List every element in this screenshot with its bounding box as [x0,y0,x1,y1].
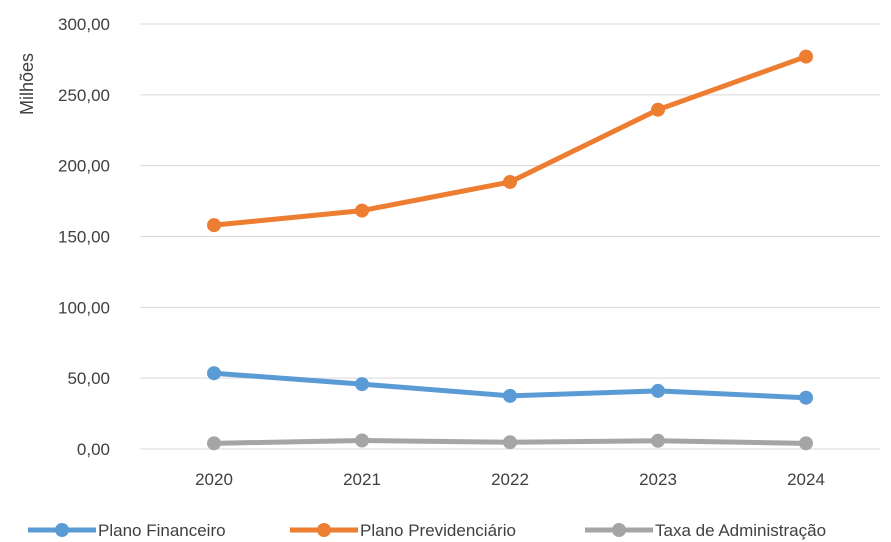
legend-label: Plano Financeiro [98,521,226,540]
legend-item: Plano Previdenciário [290,521,516,540]
data-point [207,366,221,381]
gridlines [140,23,880,450]
y-tick-label: 150,00 [58,228,110,247]
x-tick-label: 2020 [195,470,233,489]
x-axis: 2020 2021 2022 2023 2024 [195,470,825,489]
data-point [799,436,813,451]
legend-swatch-marker [55,523,69,537]
x-tick-label: 2023 [639,470,677,489]
legend-item: Plano Financeiro [28,521,226,540]
y-tick-label: 200,00 [58,157,110,176]
series-group [207,49,813,451]
data-point [503,174,517,189]
series [207,366,813,405]
data-point [207,218,221,233]
data-point [355,203,369,218]
legend-label: Taxa de Administração [655,521,826,540]
series [207,49,813,233]
data-point [799,390,813,405]
data-point [207,436,221,451]
data-point [355,377,369,392]
y-axis: 0,00 50,00 100,00 150,00 200,00 250,00 300,00 [58,15,110,459]
x-tick-label: 2024 [787,470,825,489]
data-point [503,388,517,403]
y-tick-label: 0,00 [77,440,110,459]
x-tick-label: 2022 [491,470,529,489]
legend-item: Taxa de Administração [585,521,826,540]
legend-swatch-marker [317,523,331,537]
data-point [651,102,665,117]
data-point [651,433,665,448]
data-point [355,433,369,448]
series-line [211,54,809,228]
y-tick-label: 50,00 [67,369,110,388]
legend-swatch-marker [612,523,626,537]
y-tick-label: 100,00 [58,298,110,317]
y-tick-label: 300,00 [58,15,110,34]
x-tick-label: 2021 [343,470,381,489]
legend: Plano Financeiro Plano Previdenciário Taxa… [28,521,826,540]
y-axis-label: Milhões [17,53,37,115]
series [207,433,813,451]
data-point [503,435,517,450]
legend-label: Plano Previdenciário [360,521,516,540]
data-point [651,383,665,398]
data-point [799,49,813,64]
y-tick-label: 250,00 [58,86,110,105]
